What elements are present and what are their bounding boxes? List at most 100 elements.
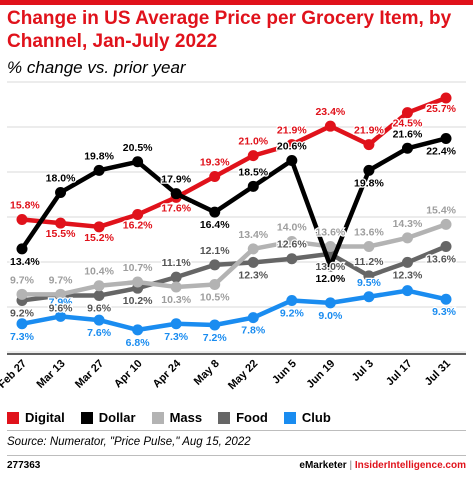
data-label-digital: 15.2% — [84, 232, 114, 244]
data-label-club: 7.8% — [241, 325, 266, 337]
data-point-digital — [93, 221, 105, 233]
brand-separator: | — [349, 460, 353, 471]
x-tick-label: Jun 5 — [270, 358, 299, 387]
data-point-digital — [401, 107, 413, 119]
data-label-mass: 13.6% — [354, 226, 384, 238]
data-point-dollar — [132, 156, 144, 168]
x-tick-label: Jun 19 — [304, 358, 337, 391]
legend-swatch — [151, 411, 164, 424]
data-point-club — [363, 291, 375, 303]
data-label-mass: 15.4% — [426, 204, 456, 216]
data-label-digital: 19.3% — [200, 157, 230, 169]
data-label-dollar: 17.9% — [161, 174, 191, 186]
x-tick-label: Mar 27 — [73, 358, 106, 391]
data-point-dollar — [363, 164, 375, 176]
data-point-mass — [401, 232, 413, 244]
data-label-club: 9.2% — [280, 307, 305, 319]
data-point-dollar — [170, 188, 182, 200]
data-point-dollar — [286, 155, 298, 167]
series-line-mass — [19, 222, 449, 297]
data-label-food: 9.2% — [10, 307, 35, 319]
data-point-mass — [286, 236, 298, 248]
data-label-food: 11.1% — [162, 257, 192, 269]
data-point-dollar — [93, 164, 105, 176]
data-label-digital: 16.2% — [123, 220, 153, 232]
data-point-digital — [440, 92, 452, 104]
data-point-digital — [286, 139, 298, 151]
line-chart: Feb 27 Mar 13 Mar 27 Apr 10 Apr 24 May 8 May 2… — [0, 81, 466, 392]
series-line-food — [19, 244, 449, 303]
data-label-club: 6.8% — [126, 337, 151, 349]
data-point-dollar — [401, 142, 413, 154]
x-tick-label: Apr 10 — [112, 358, 145, 391]
data-point-club — [324, 297, 336, 309]
data-label-digital: 23.4% — [315, 106, 345, 118]
data-point-food — [440, 240, 452, 252]
source-note: Source: Numerator, "Price Pulse," Aug 15… — [7, 436, 251, 448]
data-point-mass — [170, 281, 182, 293]
x-tick-label: May 8 — [192, 358, 222, 388]
data-point-digital — [247, 150, 259, 162]
data-label-mass: 14.0% — [277, 222, 307, 234]
data-point-mass — [247, 243, 259, 255]
data-label-digital: 15.8% — [10, 199, 40, 211]
data-label-dollar: 19.8% — [354, 177, 384, 189]
data-label-dollar: 22.4% — [426, 145, 456, 157]
data-label-club: 7.2% — [203, 332, 228, 344]
data-point-digital — [55, 217, 67, 229]
legend-item-mass: Mass — [151, 410, 202, 425]
series-line-digital — [19, 95, 449, 230]
data-label-club: 9.3% — [432, 306, 457, 318]
data-point-dollar — [209, 206, 221, 218]
brand-insiderintelligence: InsiderIntelligence.com — [354, 460, 466, 471]
data-point-mass — [440, 218, 452, 230]
data-point-club — [209, 319, 221, 331]
data-label-dollar: 16.4% — [200, 219, 230, 231]
data-label-club: 7.3% — [164, 331, 189, 343]
x-tick-label: Apr 24 — [151, 357, 184, 390]
legend-item-digital: Digital — [7, 410, 65, 425]
data-label-club: 7.3% — [10, 331, 35, 343]
chart-title: Change in US Average Price per Grocery I… — [7, 8, 452, 52]
data-label-mass: 13.4% — [238, 229, 268, 241]
data-point-club — [440, 293, 452, 305]
series-line-club — [19, 288, 449, 333]
data-point-club — [93, 314, 105, 326]
data-label-mass: 13.6% — [315, 226, 345, 238]
top-accent-rule — [0, 0, 473, 5]
data-label-digital: 21.9% — [354, 125, 384, 137]
data-label-mass: 10.4% — [84, 266, 114, 278]
legend-swatch — [218, 411, 231, 424]
data-point-dollar — [440, 132, 452, 144]
data-point-food — [401, 256, 413, 268]
legend-item-dollar: Dollar — [80, 410, 136, 425]
chart-subtitle: % change vs. prior year — [7, 58, 186, 77]
data-label-club: 9.0% — [318, 310, 343, 322]
data-label-mass: 10.3% — [161, 294, 191, 306]
data-point-club — [55, 310, 67, 322]
data-label-food: 10.2% — [123, 295, 153, 307]
data-label-digital: 24.5% — [393, 118, 423, 130]
data-label-dollar: 20.6% — [277, 141, 307, 153]
x-tick-label: Jul 31 — [423, 358, 454, 389]
data-point-food — [286, 253, 298, 265]
data-label-food: 9.6% — [87, 303, 112, 315]
footer-divider — [7, 430, 466, 431]
data-label-dollar: 18.0% — [46, 172, 76, 184]
data-label-digital: 21.0% — [238, 136, 268, 148]
x-tick-label: Feb 27 — [0, 358, 29, 391]
data-label-digital: 25.7% — [426, 103, 456, 115]
data-label-digital: 21.9% — [277, 125, 307, 137]
brand-emarketer: eMarketer — [299, 460, 347, 471]
data-label-club: 9.5% — [357, 277, 382, 289]
data-point-mass — [209, 279, 221, 290]
series-line-dollar — [19, 136, 449, 269]
data-point-mass — [132, 276, 144, 288]
legend-label: Food — [236, 410, 268, 425]
x-tick-label: Mar 13 — [35, 358, 68, 391]
data-point-mass — [363, 240, 375, 252]
data-point-digital — [363, 139, 375, 151]
data-label-dollar: 18.5% — [238, 166, 268, 178]
data-label-club: 7.6% — [87, 327, 112, 339]
chart-legend: Digital Dollar Mass Food Club — [7, 410, 347, 425]
